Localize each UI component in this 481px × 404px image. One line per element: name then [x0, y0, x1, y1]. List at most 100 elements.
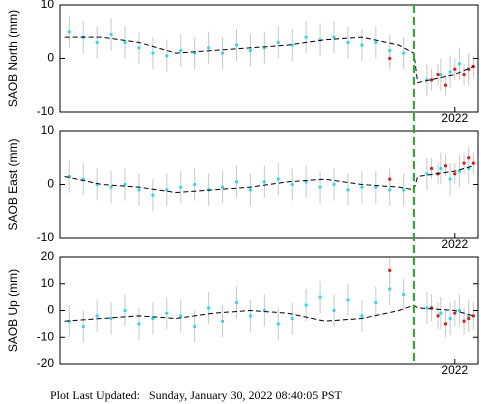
point: [276, 322, 280, 326]
point: [151, 51, 155, 55]
point: [448, 177, 452, 181]
x-tick-label: 2022: [441, 111, 468, 125]
point: [402, 188, 406, 192]
point: [109, 32, 113, 37]
point: [453, 67, 457, 71]
point: [276, 177, 280, 181]
point: [95, 40, 99, 45]
point: [439, 166, 443, 171]
y-tick-label: 10: [41, 276, 55, 290]
point: [123, 182, 127, 187]
point: [388, 177, 392, 181]
point: [95, 314, 99, 318]
plot-frame: [59, 130, 479, 239]
point: [137, 322, 141, 326]
y-tick-label: -10: [37, 230, 55, 244]
point: [453, 311, 457, 315]
y-tick-label: 10: [41, 0, 55, 11]
point: [388, 48, 392, 53]
y-tick-label: 20: [41, 249, 55, 263]
point: [388, 56, 392, 61]
point: [67, 30, 71, 34]
point: [165, 188, 169, 192]
point: [388, 268, 392, 272]
footer: Plot Last Updated: Sunday, January 30, 2…: [50, 388, 343, 402]
point: [467, 156, 471, 160]
point: [346, 298, 350, 302]
point: [220, 319, 225, 323]
point: [248, 188, 253, 192]
point: [346, 40, 350, 45]
point: [137, 46, 141, 50]
point: [332, 35, 336, 39]
y-tick-label: 10: [41, 123, 55, 137]
y-axis-label: SAOB North (mm): [6, 10, 20, 107]
model-line: [64, 165, 474, 194]
x-tick-label: 2022: [441, 363, 468, 377]
point: [179, 48, 183, 53]
point: [374, 300, 378, 305]
point: [453, 172, 457, 176]
point: [436, 314, 440, 318]
point: [109, 185, 113, 189]
model-line: [64, 36, 474, 84]
point: [276, 40, 280, 45]
point: [304, 303, 308, 307]
point: [467, 316, 471, 321]
point: [439, 72, 443, 77]
point: [290, 43, 294, 47]
point: [234, 43, 239, 47]
point: [137, 188, 141, 192]
point: [402, 51, 406, 55]
point: [448, 70, 452, 74]
point: [462, 161, 466, 165]
point: [425, 306, 429, 310]
point: [360, 43, 364, 47]
point: [443, 164, 448, 168]
point: [318, 295, 322, 299]
point: [429, 78, 434, 82]
point: [374, 40, 378, 45]
point: [248, 48, 253, 53]
point: [151, 193, 155, 197]
point: [462, 72, 466, 77]
point: [304, 35, 308, 39]
point: [220, 185, 225, 189]
point: [443, 322, 448, 326]
point: [346, 188, 350, 192]
point: [290, 182, 294, 187]
point: [471, 161, 475, 165]
point: [402, 292, 406, 297]
plot-frame: [59, 4, 479, 113]
point: [457, 62, 462, 66]
point: [234, 180, 239, 184]
y-axis-label: SAOB East (mm): [6, 138, 20, 230]
point: [234, 300, 239, 305]
point: [123, 308, 127, 313]
point: [332, 308, 336, 313]
point: [429, 166, 434, 171]
point: [436, 72, 440, 77]
point: [179, 185, 183, 189]
point: [388, 287, 392, 291]
point: [151, 316, 155, 321]
point: [220, 51, 225, 55]
point: [471, 314, 475, 318]
y-tick-label: 0: [47, 303, 54, 317]
point: [388, 188, 392, 192]
point: [193, 324, 197, 329]
point: [448, 316, 452, 321]
point: [439, 311, 443, 315]
point: [262, 180, 266, 184]
y-tick-label: -10: [37, 104, 55, 118]
y-tick-label: 0: [47, 51, 54, 65]
point: [360, 314, 364, 318]
point: [123, 40, 127, 45]
x-tick-label: 2022: [441, 237, 468, 251]
y-axis-label: SAOB Up (mm): [6, 269, 20, 352]
point: [165, 311, 169, 315]
point: [165, 54, 169, 58]
point: [109, 316, 113, 321]
point: [457, 169, 462, 173]
